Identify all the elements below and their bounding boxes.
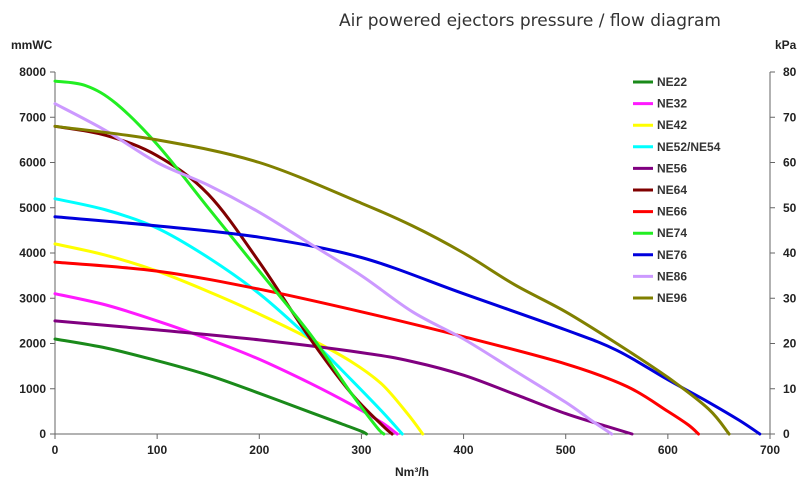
y-tick-label: 0 bbox=[39, 427, 46, 441]
legend-label: NE56 bbox=[657, 161, 687, 175]
series-line-ne32 bbox=[53, 292, 399, 436]
legend-label: NE42 bbox=[657, 118, 687, 132]
legend-item-ne86: NE86 bbox=[633, 269, 687, 283]
series-line-ne64 bbox=[53, 124, 394, 436]
legend-label: NE66 bbox=[657, 205, 687, 219]
series-group bbox=[53, 79, 762, 436]
chart-title: Air powered ejectors pressure / flow dia… bbox=[339, 11, 721, 31]
legend-label: NE86 bbox=[657, 269, 687, 283]
y-axis-title: mmWC bbox=[11, 38, 53, 52]
x-axis-title: Nm³/h bbox=[395, 465, 429, 479]
legend-item-ne52-ne54: NE52/NE54 bbox=[633, 140, 721, 154]
x-tick-label: 100 bbox=[147, 443, 167, 457]
y-tick-label: 8000 bbox=[19, 65, 46, 79]
legend-item-ne64: NE64 bbox=[633, 183, 687, 197]
x-tick-label: 700 bbox=[760, 443, 780, 457]
legend-label: NE74 bbox=[657, 226, 687, 240]
y-tick-label: 4000 bbox=[19, 246, 46, 260]
legend-label: NE22 bbox=[657, 75, 687, 89]
series-line-ne52-ne54 bbox=[53, 197, 404, 436]
legend-label: NE76 bbox=[657, 248, 687, 262]
series-line-ne66 bbox=[53, 260, 700, 436]
y2-tick-label: 40 bbox=[783, 246, 797, 260]
legend-item-ne96: NE96 bbox=[633, 291, 687, 305]
x-tick-label: 600 bbox=[658, 443, 678, 457]
y-tick-label: 1000 bbox=[19, 382, 46, 396]
series-line-ne96 bbox=[53, 124, 731, 436]
series-line-ne76 bbox=[53, 215, 762, 436]
x-tick-label: 400 bbox=[454, 443, 474, 457]
legend-item-ne76: NE76 bbox=[633, 248, 687, 262]
y2-tick-label: 0 bbox=[783, 427, 790, 441]
legend-label: NE64 bbox=[657, 183, 687, 197]
x-tick-label: 0 bbox=[52, 443, 59, 457]
legend-item-ne56: NE56 bbox=[633, 161, 687, 175]
legend-item-ne66: NE66 bbox=[633, 205, 687, 219]
y2-tick-label: 60 bbox=[783, 156, 797, 170]
y-tick-label: 6000 bbox=[19, 156, 46, 170]
y2-tick-label: 50 bbox=[783, 201, 797, 215]
x-tick-label: 200 bbox=[249, 443, 269, 457]
y2-tick-label: 80 bbox=[783, 65, 797, 79]
legend-label: NE96 bbox=[657, 291, 687, 305]
y2-tick-label: 30 bbox=[783, 291, 797, 305]
legend-item-ne42: NE42 bbox=[633, 118, 687, 132]
legend-label: NE32 bbox=[657, 97, 687, 111]
y-tick-label: 5000 bbox=[19, 201, 46, 215]
y-tick-label: 2000 bbox=[19, 337, 46, 351]
series-line-ne74 bbox=[53, 79, 386, 436]
y2-tick-label: 20 bbox=[783, 337, 797, 351]
y-tick-label: 7000 bbox=[19, 110, 46, 124]
legend: NE22 NE32 NE42 NE52/NE54 NE56 NE64 NE66 NE74 NE7… bbox=[633, 75, 721, 305]
y2-axis-title: kPa bbox=[775, 38, 797, 52]
legend-label: NE52/NE54 bbox=[657, 140, 721, 154]
series-line-ne22 bbox=[53, 337, 368, 436]
x-tick-label: 500 bbox=[556, 443, 576, 457]
y2-tick-label: 70 bbox=[783, 110, 797, 124]
axes: 0100020003000400050006000700080000102030… bbox=[19, 65, 796, 457]
legend-item-ne74: NE74 bbox=[633, 226, 687, 240]
y2-tick-label: 10 bbox=[783, 382, 797, 396]
series-line-ne42 bbox=[53, 242, 425, 436]
y-tick-label: 3000 bbox=[19, 291, 46, 305]
series-line-ne86 bbox=[53, 102, 614, 436]
x-tick-label: 300 bbox=[351, 443, 371, 457]
legend-item-ne32: NE32 bbox=[633, 97, 687, 111]
series-line-ne56 bbox=[53, 319, 634, 436]
legend-item-ne22: NE22 bbox=[633, 75, 687, 89]
